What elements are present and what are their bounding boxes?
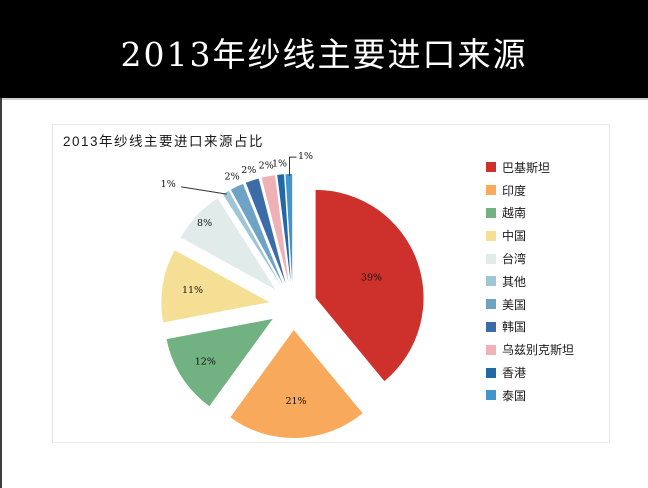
header-divider: [0, 98, 648, 100]
slide-header: 2013年纱线主要进口来源: [0, 0, 648, 98]
pie-slice-4: [180, 198, 276, 290]
pie-label-4: 8%: [197, 218, 212, 229]
legend-label-8: 乌兹别克斯坦: [502, 343, 575, 358]
legend-swatch-8: [486, 344, 496, 355]
pie-label-5: 1%: [161, 179, 176, 190]
legend-item-4: 台湾: [486, 247, 574, 270]
legend-item-6: 美国: [486, 293, 574, 316]
legend-item-5: 其他: [486, 270, 574, 293]
pie-label-10: 1%: [298, 151, 313, 162]
pie-leader-line-5: [181, 186, 227, 195]
legend-item-2: 越南: [486, 202, 574, 225]
legend-label-0: 巴基斯坦: [502, 160, 551, 175]
legend-item-10: 泰国: [486, 384, 574, 407]
legend-item-0: 巴基斯坦: [486, 156, 574, 179]
pie-chart: 39%21%12%11%8%1%2%2% 2%1%1%: [161, 151, 424, 438]
legend-item-7: 韩国: [486, 316, 574, 339]
pie-label-7: 2%: [241, 165, 256, 176]
legend-swatch-6: [486, 299, 496, 310]
chart-title: 2013年纱线主要进口来源占比: [63, 134, 265, 149]
pie-slice-9: [277, 174, 291, 283]
pie-label-2: 12%: [195, 357, 216, 368]
legend-item-9: 香港: [486, 361, 574, 384]
pie-slice-6: [230, 183, 283, 285]
legend-swatch-9: [486, 367, 496, 378]
pie-label-3: 11%: [182, 285, 203, 296]
pie-slice-5: [222, 190, 281, 286]
pie-slice-1: [230, 330, 363, 438]
slide-title: 2013年纱线主要进口来源: [120, 35, 528, 74]
legend-label-6: 美国: [502, 297, 527, 312]
legend-item-3: 中国: [486, 224, 574, 247]
legend-swatch-7: [486, 321, 496, 332]
legend-swatch-3: [486, 230, 496, 241]
legend-item-8: 乌兹别克斯坦: [486, 338, 574, 361]
legend-label-3: 中国: [502, 229, 527, 244]
pie-label-8: 2%: [259, 161, 274, 172]
pie-label-9: 1%: [272, 159, 287, 170]
legend-label-2: 越南: [502, 206, 527, 221]
legend-label-7: 韩国: [502, 320, 527, 335]
pie-label-6: 2%: [225, 172, 240, 183]
pie-slice-0: [315, 189, 424, 382]
pie-label-0: 39%: [361, 273, 382, 284]
chart-legend: 巴基斯坦印度越南中国台湾其他美国韩国乌兹别克斯坦 香港泰国: [486, 156, 574, 407]
legend-label-4: 台湾: [502, 252, 527, 267]
pie-slice-8: [261, 175, 289, 283]
pie-label-1: 21%: [285, 396, 306, 407]
legend-swatch-4: [486, 253, 496, 264]
legend-swatch-10: [486, 390, 496, 401]
legend-swatch-5: [486, 276, 496, 287]
pie-slice-3: [161, 250, 270, 323]
pie-slice-2: [166, 318, 273, 407]
pie-slice-10: [285, 173, 293, 282]
legend-item-1: 印度: [486, 179, 574, 202]
left-edge-line: [0, 98, 2, 488]
legend-label-9: 香港: [502, 366, 527, 381]
legend-label-5: 其他: [502, 274, 527, 289]
legend-label-10: 泰国: [502, 388, 527, 403]
chart-panel: 2013年纱线主要进口来源占比 39% 21% 12% 11% 8% 1% 2% 2% 2% 1%…: [52, 124, 610, 443]
legend-swatch-2: [486, 207, 496, 218]
legend-label-1: 印度: [502, 183, 527, 198]
legend-swatch-0: [486, 162, 496, 173]
pie-slice-7: [245, 178, 286, 284]
legend-swatch-1: [486, 185, 496, 196]
pie-leader-line-10: [289, 156, 297, 177]
